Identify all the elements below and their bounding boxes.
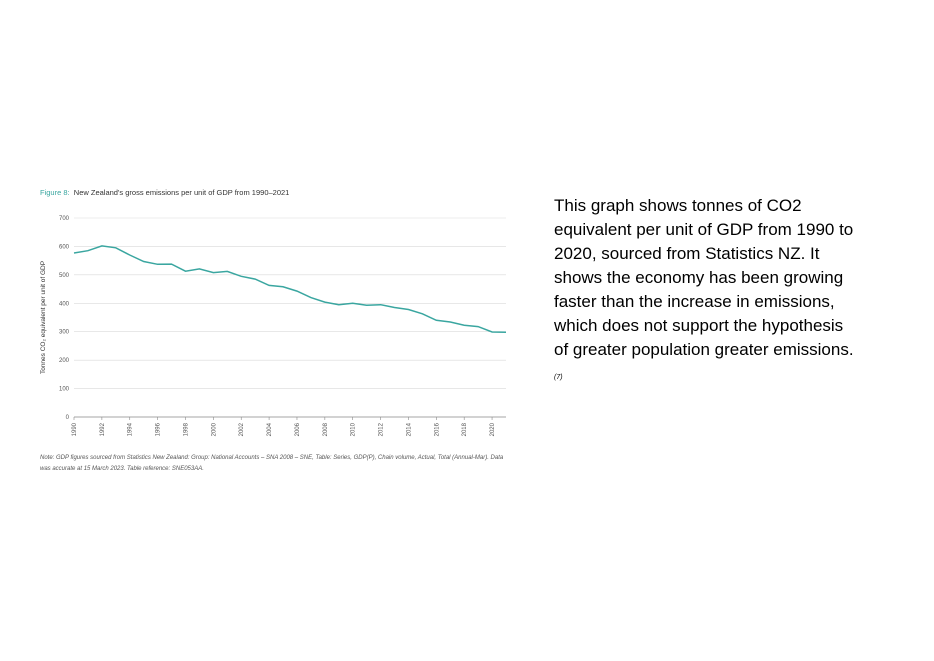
chart-grid (74, 217, 506, 418)
x-tick-label: 2010 (351, 422, 357, 436)
y-axis-label: Tonnes CO₂ equivalent per unit of GDP (40, 261, 47, 374)
x-tick-label: 2002 (239, 422, 245, 436)
x-tick-label: 2020 (490, 422, 496, 436)
x-tick-label: 2008 (323, 422, 329, 436)
y-tick-label: 300 (59, 330, 70, 336)
x-tick-label: 2006 (295, 422, 301, 436)
y-tick-label: 100 (59, 387, 70, 393)
figure-title-text: New Zealand's gross emissions per unit o… (73, 188, 290, 197)
x-tick-label: 2014 (406, 422, 412, 436)
x-tick-label: 2004 (267, 422, 273, 436)
figure-label: Figure 8: (40, 188, 70, 197)
y-tick-label: 0 (66, 415, 70, 421)
y-tick-label: 400 (59, 301, 70, 307)
x-tick-label: 1998 (183, 422, 189, 436)
x-tick-label: 1992 (100, 422, 106, 436)
x-tick-label: 1994 (128, 422, 134, 436)
x-tick-label: 1996 (156, 422, 162, 436)
series-line (73, 245, 507, 334)
y-tick-label: 500 (59, 273, 70, 279)
x-tick-label: 2016 (434, 422, 440, 436)
side-explanation: This graph shows tonnes of CO2 equivalen… (554, 194, 854, 390)
y-axis-ticks: 0 100 200 300 400 500 600 700 (59, 216, 70, 421)
x-tick-label: 2018 (462, 422, 468, 436)
side-explanation-body: This graph shows tonnes of CO2 equivalen… (554, 196, 854, 359)
x-tick-label: 1990 (72, 422, 78, 436)
figure-title: Figure 8: New Zealand's gross emissions … (40, 188, 289, 197)
x-tick-label: 2000 (211, 422, 217, 436)
figure-note: Note: GDP figures sourced from Statistic… (40, 455, 504, 472)
y-tick-label: 600 (59, 244, 70, 250)
y-tick-label: 700 (59, 216, 70, 222)
x-axis-ticks: 1990 1992 1994 1996 1998 2000 2002 2004 2006 2008… (72, 417, 496, 436)
x-tick-label: 2012 (379, 422, 385, 436)
y-tick-label: 200 (59, 358, 70, 364)
citation: (7) (554, 374, 563, 381)
